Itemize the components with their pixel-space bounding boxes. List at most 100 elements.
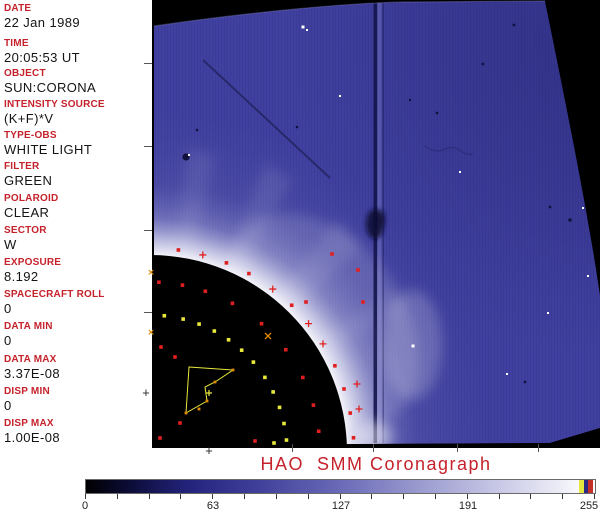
colorbar-calibration-stripe bbox=[579, 480, 584, 493]
film-top-edge-glint bbox=[153, 0, 546, 27]
star-speck bbox=[459, 171, 461, 173]
colorbar-tick bbox=[594, 494, 595, 499]
fiducial-dot-outer-red-arc bbox=[289, 303, 294, 308]
fiducial-dot-inner-yellow-arc bbox=[271, 390, 275, 394]
edge-tick-bottom bbox=[538, 444, 539, 452]
fiducial-dot-extra-plus bbox=[355, 405, 363, 413]
colorbar-tick bbox=[180, 494, 182, 499]
calibration-polygon-vertices bbox=[184, 368, 235, 415]
polygon-vertex-dot bbox=[197, 407, 201, 411]
colorbar-tick bbox=[307, 494, 309, 499]
intensity-colorbar bbox=[85, 479, 596, 494]
field-value: W bbox=[4, 237, 17, 252]
edge-tick-bottom bbox=[373, 444, 374, 452]
fiducial-dot-inner-yellow-arc bbox=[251, 360, 256, 364]
field-value: 3.37E-08 bbox=[4, 366, 60, 381]
colorbar-tick-label: 63 bbox=[206, 500, 220, 512]
colorbar-tick bbox=[562, 494, 564, 499]
metadata-field: TYPE-OBS WHITE LIGHT bbox=[4, 130, 92, 157]
fiducial-dot-outer-red-arc-plus bbox=[319, 340, 327, 348]
x-fiducial-marker bbox=[264, 332, 272, 340]
polygon-vertex-dot bbox=[205, 399, 209, 403]
dark-specks-layer bbox=[182, 23, 572, 384]
dark-speck bbox=[435, 111, 439, 115]
colorbar-tick bbox=[148, 494, 150, 499]
fiducial-dot-extra bbox=[304, 300, 308, 304]
fiducial-dot-mid-red-arc bbox=[283, 347, 288, 352]
fiducial-dot-inner-yellow-arc bbox=[263, 375, 267, 380]
dark-speck bbox=[512, 23, 516, 27]
fiducial-dot-outer-red-arc bbox=[348, 411, 353, 415]
star-speck bbox=[411, 344, 415, 348]
field-value: WHITE LIGHT bbox=[4, 142, 93, 157]
field-value: (K+F)*V bbox=[4, 111, 54, 126]
star-specks-layer bbox=[188, 25, 589, 375]
fiducial-dot-mid-red-arc bbox=[203, 289, 208, 294]
field-label: DATA MIN bbox=[4, 321, 53, 332]
colorbar-tick bbox=[466, 494, 468, 499]
fiducial-dot-extra bbox=[178, 421, 182, 425]
colorbar-calibration-stripe bbox=[584, 480, 588, 493]
fiducial-dot-outer-red-arc-plus bbox=[269, 285, 277, 293]
metadata-field: TIME 20:05:53 UT bbox=[4, 38, 80, 65]
fiducial-dot-outer-red-arc bbox=[247, 271, 251, 276]
field-label: TYPE-OBS bbox=[4, 130, 57, 141]
fiducial-dot-outer-red-arc-plus bbox=[199, 251, 207, 259]
metadata-field: SECTOR W bbox=[4, 225, 47, 252]
metadata-panel: DATE 22 Jan 1989 TIME 20:05:53 UT OBJECT SUN:… bbox=[0, 0, 152, 450]
star-speck bbox=[306, 29, 308, 31]
edge-plus-marker: + bbox=[142, 385, 150, 400]
fiducial-dot-extra bbox=[173, 355, 177, 359]
star-speck bbox=[188, 154, 190, 156]
fiducial-dot-extra-plus bbox=[353, 380, 361, 388]
star-speck bbox=[582, 207, 584, 209]
field-label: POLAROID bbox=[4, 193, 59, 204]
fiducial-dot-outer-red-arc-plus bbox=[305, 320, 313, 328]
colorbar-tick bbox=[434, 494, 436, 499]
fiducial-dot-inner-yellow-arc bbox=[284, 438, 289, 442]
dark-speck bbox=[295, 125, 299, 129]
colorbar-tick bbox=[275, 494, 277, 499]
metadata-field: SPACECRAFT ROLL 0 bbox=[4, 289, 105, 316]
field-value: 22 Jan 1989 bbox=[4, 15, 80, 30]
dark-speck bbox=[523, 380, 527, 384]
colorbar-tick-label: 127 bbox=[331, 500, 351, 512]
fiducial-dot-extra bbox=[253, 439, 257, 443]
edge-tick-left bbox=[144, 146, 152, 147]
field-value: GREEN bbox=[4, 173, 53, 188]
colorbar-tick-label: 191 bbox=[458, 500, 478, 512]
fiducial-dot-inner-yellow-arc bbox=[277, 405, 282, 410]
fiducial-dot-outer-red-arc bbox=[351, 435, 356, 440]
fiducial-dot-mid-red-arc bbox=[259, 321, 264, 326]
edge-tick-left bbox=[144, 312, 152, 313]
fiducial-dot-outer-red-arc bbox=[342, 387, 346, 391]
metadata-field: DATA MAX 3.37E-08 bbox=[4, 354, 60, 381]
fiducial-dot-outer-red-arc bbox=[333, 363, 337, 368]
field-label: DISP MAX bbox=[4, 418, 54, 429]
fiducial-dot-extra bbox=[159, 345, 163, 349]
fiducial-dot-extra bbox=[158, 436, 162, 440]
star-speck bbox=[547, 312, 549, 314]
metadata-field: FILTER GREEN bbox=[4, 161, 52, 188]
polygon-vertex-dot bbox=[184, 411, 188, 415]
polygon-vertex-dot bbox=[231, 368, 235, 372]
dark-speck bbox=[568, 218, 572, 222]
edge-x-marker: × bbox=[147, 268, 155, 278]
colorbar-tick-label: 0 bbox=[81, 500, 89, 512]
colorbar-tick bbox=[212, 494, 214, 499]
edge-tick-left bbox=[144, 63, 152, 64]
polygon-vertex-dot bbox=[213, 380, 217, 384]
field-value: 0 bbox=[4, 398, 12, 413]
fiducial-dot-inner-yellow-arc bbox=[197, 322, 201, 326]
edge-x-marker: × bbox=[147, 328, 155, 338]
fiducial-dot-outer-red-arc bbox=[224, 261, 229, 265]
field-value: 0 bbox=[4, 301, 12, 316]
dark-speck bbox=[182, 153, 190, 161]
star-speck bbox=[301, 25, 305, 29]
metadata-field: DISP MIN 0 bbox=[4, 386, 50, 413]
fiducial-dot-inner-yellow-arc bbox=[239, 348, 244, 352]
colorbar-tick bbox=[530, 494, 532, 499]
dark-speck bbox=[195, 128, 199, 132]
